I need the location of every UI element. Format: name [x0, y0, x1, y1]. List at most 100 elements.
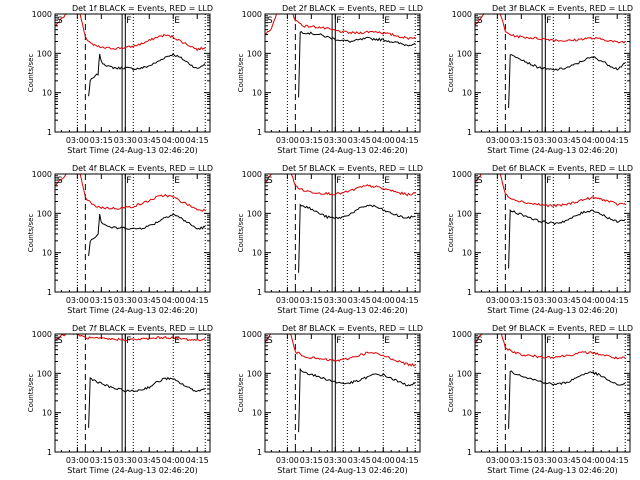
events-series-line: [298, 31, 416, 98]
event-marker-e: E: [384, 176, 390, 186]
panel-title: Det 3f BLACK = Events, RED = LLD: [492, 4, 633, 13]
panel-det-4: 1 10 100 1000 03:00 03:15 03:30 03:45 04:00 04:15…: [27, 164, 213, 315]
y-tick-label: 1: [257, 128, 262, 137]
event-marker-f: F: [126, 336, 131, 346]
plot-frame: [474, 173, 631, 293]
y-tick-label: 100: [457, 49, 472, 58]
y-axis-label: Counts/sec: [447, 54, 455, 93]
x-tick-label: 04:00: [162, 296, 185, 305]
plot-frame: [264, 13, 421, 133]
event-marker-s: S: [477, 176, 483, 186]
x-axis-label: Start Time (24-Aug-13 02:46:20): [487, 466, 618, 475]
y-axis-label: Counts/sec: [237, 374, 245, 413]
event-marker-f: F: [126, 16, 131, 26]
lld-series-line: [475, 174, 626, 208]
y-tick-label: 1: [257, 288, 262, 297]
x-axis-label: Start Time (24-Aug-13 02:46:20): [487, 146, 618, 155]
event-marker-s: S: [267, 176, 273, 186]
panel-title: Det 9f BLACK = Events, RED = LLD: [492, 324, 633, 333]
x-tick-label: 03:00: [486, 296, 509, 305]
lld-series-line: [265, 14, 416, 40]
x-axis-label: Start Time (24-Aug-13 02:46:20): [67, 466, 198, 475]
plot-frame: [54, 173, 211, 293]
y-tick-label: 1: [467, 288, 472, 297]
plot-frame: [264, 173, 421, 293]
y-tick-label: 1000: [452, 330, 472, 339]
x-tick-label: 03:45: [138, 456, 161, 465]
y-axis-label: Counts/sec: [237, 214, 245, 253]
y-tick-label: 10: [252, 409, 262, 418]
event-marker-s: S: [57, 16, 63, 26]
event-marker-f: F: [336, 176, 341, 186]
x-tick-label: 03:30: [324, 136, 347, 145]
lld-series-line: [475, 334, 626, 360]
events-series-line: [508, 370, 626, 429]
x-tick-label: 03:00: [66, 456, 89, 465]
x-tick-label: 03:45: [348, 136, 371, 145]
x-tick-label: 03:15: [510, 456, 533, 465]
events-series-line: [508, 209, 626, 269]
plot-frame: [54, 333, 211, 453]
lld-series-line: [265, 334, 416, 367]
x-tick-label: 03:00: [66, 136, 89, 145]
events-series-line: [88, 52, 206, 97]
panel-title: Det 8f BLACK = Events, RED = LLD: [282, 324, 423, 333]
y-tick-label: 10: [462, 409, 472, 418]
x-tick-label: 03:30: [114, 456, 137, 465]
x-tick-label: 04:15: [606, 456, 629, 465]
event-marker-f: F: [546, 16, 551, 26]
y-tick-label: 1000: [32, 170, 52, 179]
x-tick-label: 04:15: [186, 296, 209, 305]
y-tick-label: 1: [47, 448, 52, 457]
panel-title: Det 7f BLACK = Events, RED = LLD: [72, 324, 213, 333]
x-tick-label: 04:00: [162, 456, 185, 465]
panel-title: Det 6f BLACK = Events, RED = LLD: [492, 164, 633, 173]
x-axis-label: Start Time (24-Aug-13 02:46:20): [67, 306, 198, 315]
y-tick-label: 1000: [242, 330, 262, 339]
event-marker-f: F: [546, 336, 551, 346]
x-tick-label: 03:45: [348, 296, 371, 305]
x-tick-label: 04:00: [582, 136, 605, 145]
y-tick-label: 1: [467, 448, 472, 457]
y-tick-label: 100: [457, 369, 472, 378]
x-tick-label: 03:45: [348, 456, 371, 465]
y-tick-label: 1000: [242, 10, 262, 19]
event-marker-e: E: [594, 16, 600, 26]
y-tick-label: 1: [467, 128, 472, 137]
y-tick-label: 1: [47, 288, 52, 297]
x-tick-label: 04:15: [396, 456, 419, 465]
x-tick-label: 03:15: [300, 296, 323, 305]
x-tick-label: 03:45: [138, 136, 161, 145]
x-tick-label: 03:15: [300, 456, 323, 465]
x-tick-label: 03:00: [276, 456, 299, 465]
x-tick-label: 03:15: [90, 296, 113, 305]
panel-det-1: 1 10 100 1000 03:00 03:15 03:30 03:45 04:00 04:15…: [27, 4, 213, 155]
x-tick-label: 03:15: [510, 136, 533, 145]
y-axis-label: Counts/sec: [27, 374, 35, 413]
panel-det-2: 1 10 100 1000 03:00 03:15 03:30 03:45 04:00 04:15…: [237, 4, 423, 155]
y-tick-label: 10: [42, 249, 52, 258]
event-marker-f: F: [546, 176, 551, 186]
event-marker-s: S: [267, 336, 273, 346]
event-marker-s: S: [477, 336, 483, 346]
x-tick-label: 04:15: [186, 136, 209, 145]
panel-det-7: 1 10 100 1000 03:00 03:15 03:30 03:45 04:00 04:15…: [27, 324, 213, 475]
x-tick-label: 03:30: [324, 456, 347, 465]
x-tick-label: 04:00: [162, 136, 185, 145]
events-series-line: [88, 213, 206, 256]
x-tick-label: 03:30: [534, 296, 557, 305]
y-tick-label: 10: [462, 249, 472, 258]
plot-frame: [264, 333, 421, 453]
y-axis-label: Counts/sec: [27, 214, 35, 253]
x-tick-label: 03:45: [558, 296, 581, 305]
y-tick-label: 1000: [452, 170, 472, 179]
x-axis-label: Start Time (24-Aug-13 02:46:20): [277, 466, 408, 475]
panel-title: Det 2f BLACK = Events, RED = LLD: [282, 4, 423, 13]
x-tick-label: 04:00: [372, 136, 395, 145]
event-marker-e: E: [174, 176, 180, 186]
panel-det-5: 1 10 100 1000 03:00 03:15 03:30 03:45 04:00 04:15…: [237, 164, 423, 315]
x-tick-label: 03:45: [138, 296, 161, 305]
panel-title: Det 5f BLACK = Events, RED = LLD: [282, 164, 423, 173]
x-tick-label: 04:15: [186, 456, 209, 465]
